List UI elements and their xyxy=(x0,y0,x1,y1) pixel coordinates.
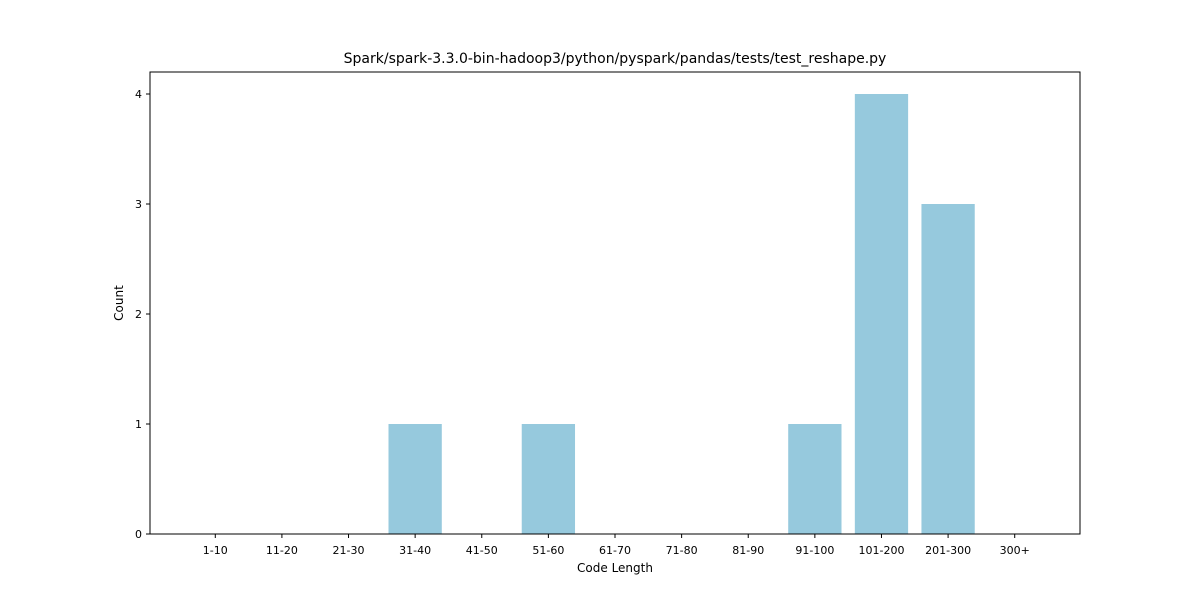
chart-title: Spark/spark-3.3.0-bin-hadoop3/python/pys… xyxy=(344,51,887,67)
bar-51-60 xyxy=(521,424,576,534)
x-tick-label: 91-100 xyxy=(795,544,834,557)
y-tick-label: 2 xyxy=(135,308,142,321)
x-axis-label: Code Length xyxy=(577,561,653,575)
x-tick-label: 31-40 xyxy=(399,544,431,557)
x-tick-label: 51-60 xyxy=(532,544,564,557)
y-ticks-layer: 0 1 2 3 4 xyxy=(135,88,150,541)
y-tick-label: 3 xyxy=(135,198,142,211)
x-ticks-layer: 1-10 11-20 21-30 31-40 41-50 51-60 61-70 71-80 8… xyxy=(203,534,1030,557)
bar-101-200 xyxy=(854,94,909,534)
x-tick-label: 300+ xyxy=(1000,544,1030,557)
y-axis-label: Count xyxy=(112,285,126,321)
y-tick-label: 0 xyxy=(135,528,142,541)
x-tick-label: 1-10 xyxy=(203,544,228,557)
x-tick-label: 11-20 xyxy=(266,544,298,557)
x-tick-label: 41-50 xyxy=(466,544,498,557)
x-tick-label: 21-30 xyxy=(333,544,365,557)
plot-frame xyxy=(149,71,1081,535)
x-tick-label: 201-300 xyxy=(925,544,971,557)
bar-31-40 xyxy=(388,424,442,534)
x-tick-label: 81-90 xyxy=(732,544,764,557)
x-tick-label: 71-80 xyxy=(666,544,698,557)
bar-91-100 xyxy=(788,424,842,534)
y-tick-label: 4 xyxy=(135,88,142,101)
bars-layer xyxy=(388,94,975,534)
y-tick-label: 1 xyxy=(135,418,142,431)
bar-201-300 xyxy=(921,204,975,534)
x-tick-label: 101-200 xyxy=(858,544,904,557)
x-tick-label: 61-70 xyxy=(599,544,631,557)
